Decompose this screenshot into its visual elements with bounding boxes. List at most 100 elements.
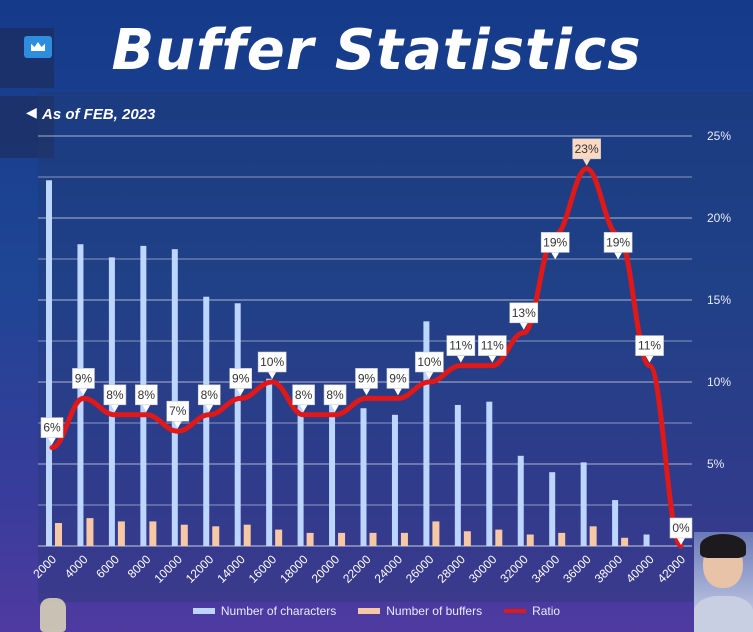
- x-tick-label: 20000: [309, 552, 343, 586]
- y2-tick-label: 15%: [707, 293, 731, 307]
- x-tick-label: 40000: [623, 552, 657, 586]
- bar-characters: [454, 404, 461, 546]
- ratio-data-label: 10%: [260, 355, 284, 369]
- bar-buffers: [180, 524, 188, 546]
- ratio-data-label: 11%: [449, 339, 472, 353]
- ratio-data-label: 9%: [358, 371, 376, 385]
- x-tick-label: 6000: [93, 552, 122, 581]
- bar-buffers: [432, 521, 440, 546]
- ratio-callout: 8%: [103, 384, 127, 412]
- bar-characters: [203, 296, 210, 546]
- x-tick-label: 12000: [183, 552, 217, 586]
- bar-buffers: [338, 532, 346, 546]
- callout-pointer: [205, 404, 214, 412]
- x-tick-label: 36000: [560, 552, 594, 586]
- ratio-data-label: 8%: [295, 388, 313, 402]
- x-tick-label: 38000: [592, 552, 626, 586]
- ratio-callout: 9%: [386, 368, 410, 396]
- callout-box: [40, 417, 64, 438]
- ratio-data-label: 11%: [481, 339, 504, 353]
- callout-pointer: [393, 388, 402, 396]
- x-tick-label: 30000: [466, 552, 500, 586]
- page-title: Buffer Statistics: [111, 18, 642, 83]
- ratio-callout: 10%: [415, 351, 444, 379]
- presenter-avatar: [694, 532, 753, 632]
- ratio-callout: 8%: [197, 384, 221, 412]
- bar-characters: [423, 321, 430, 546]
- callout-box: [603, 232, 633, 253]
- callout-box: [509, 302, 539, 324]
- ratio-data-label: 19%: [606, 235, 630, 249]
- bar-buffers: [621, 537, 629, 546]
- callout-pointer: [48, 437, 56, 445]
- x-tick-label: 28000: [434, 552, 468, 586]
- ratio-data-label: 6%: [43, 421, 61, 435]
- ratio-data-label: 23%: [575, 142, 599, 156]
- ratio-callout: 8%: [135, 384, 158, 412]
- x-tick-label: 16000: [246, 552, 280, 586]
- ratio-callout: 23%: [572, 138, 601, 166]
- callout-box: [197, 384, 221, 406]
- bar-buffers: [400, 532, 408, 546]
- legend-label-buffers: Number of buffers: [386, 604, 483, 618]
- x-tick-label: 34000: [529, 552, 563, 586]
- bar-buffers: [212, 526, 220, 546]
- legend-label-characters: Number of characters: [220, 604, 337, 618]
- callout-box: [669, 517, 693, 539]
- legend-swatch-buffers: [358, 608, 381, 614]
- x-tick-label: 10000: [151, 552, 185, 586]
- ratio-data-label: 8%: [106, 388, 124, 402]
- ratio-callout: 8%: [323, 384, 347, 412]
- callout-pointer: [236, 388, 245, 396]
- bar-buffers: [526, 534, 534, 546]
- bar-characters: [360, 408, 367, 546]
- ratio-line: [49, 166, 684, 549]
- callout-box: [540, 232, 570, 253]
- sound-button[interactable]: ◀: [0, 96, 54, 158]
- ratio-callout: 11%: [635, 335, 664, 363]
- x-tick-label: 26000: [403, 552, 437, 586]
- ratio-data-label: 0%: [672, 521, 690, 535]
- bar-buffers: [149, 521, 157, 546]
- ratio-callout: 7%: [166, 400, 190, 429]
- bar-buffers: [117, 521, 125, 546]
- callout-pointer: [456, 355, 465, 363]
- y2-tick-label: 5%: [707, 457, 725, 471]
- callout-pointer: [645, 355, 654, 363]
- legend: Number of characters Number of buffers R…: [0, 602, 753, 620]
- bar-characters: [486, 401, 493, 546]
- ratio-data-label: 9%: [389, 371, 407, 385]
- bar-buffers: [589, 526, 597, 546]
- ratio-callout: 9%: [229, 368, 252, 396]
- data-labels: 6% 9% 8% 8% 7% 8% 9% 10% 8% 8% 9% 9% 10% 11% 11% 13% 19%…: [40, 138, 693, 545]
- callout-pointer: [488, 355, 497, 363]
- avatar-body: [694, 596, 753, 632]
- legend-item-characters[interactable]: Number of characters: [192, 604, 337, 618]
- legend-item-buffers[interactable]: Number of buffers: [358, 604, 482, 618]
- bar-characters: [297, 398, 304, 546]
- bar-buffers: [495, 529, 503, 546]
- callout-box: [135, 384, 158, 406]
- bar-characters: [580, 462, 587, 546]
- callout-box: [257, 351, 287, 373]
- ratio-callout: 11%: [477, 335, 507, 363]
- bar-characters: [46, 180, 52, 546]
- callout-pointer: [268, 372, 277, 379]
- ratio-callout: 19%: [540, 232, 570, 260]
- callout-pointer: [79, 388, 88, 396]
- legend-item-ratio[interactable]: Ratio: [504, 604, 560, 618]
- bar-characters: [77, 244, 84, 547]
- callout-box: [386, 368, 410, 389]
- bar-buffers: [55, 523, 62, 546]
- crown-icon: [24, 36, 52, 58]
- crown-button[interactable]: [0, 28, 54, 88]
- bar-buffers: [463, 531, 471, 546]
- ratio-data-label: 8%: [326, 388, 344, 402]
- bar-characters: [234, 303, 241, 546]
- legend-label-ratio: Ratio: [532, 604, 561, 618]
- bar-characters: [329, 403, 336, 546]
- axis-labels: 5% 10% 15% 20% 25% 2000 4000 6000 80001000012000…: [30, 129, 731, 586]
- callout-box: [72, 368, 95, 389]
- ratio-data-label: 7%: [169, 404, 187, 418]
- bar-characters: [517, 455, 524, 546]
